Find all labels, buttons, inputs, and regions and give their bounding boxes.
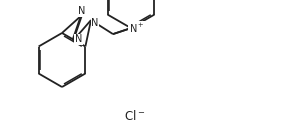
Text: N: N (91, 18, 99, 28)
Text: Cl$^-$: Cl$^-$ (124, 109, 146, 123)
Text: N: N (75, 34, 82, 44)
Text: N$^+$: N$^+$ (129, 22, 144, 35)
Text: N: N (78, 6, 86, 16)
